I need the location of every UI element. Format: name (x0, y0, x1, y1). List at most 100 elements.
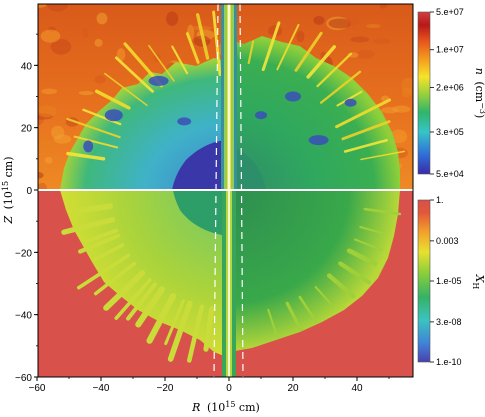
lower-finger (354, 238, 384, 252)
lower-finger (77, 253, 131, 290)
lower-finger (203, 306, 215, 352)
colorbar-tick-label: 1.e-05 (436, 276, 462, 286)
rt-finger (171, 45, 189, 75)
lower-fingers (61, 203, 402, 363)
envelope-clump (38, 171, 44, 179)
envelope-clump (47, 4, 69, 12)
colorbar-tick-label: 5.e+07 (436, 7, 464, 17)
envelope-clump (41, 88, 58, 95)
x-tick-label: −20 (157, 383, 174, 394)
rt-finger (185, 32, 200, 64)
envelope-clump (365, 23, 381, 29)
envelope-clump (44, 156, 53, 164)
envelope-clump (81, 27, 89, 38)
y-tick-label: 20 (21, 124, 33, 135)
colorbar-tick-label: 2.e+06 (436, 82, 464, 92)
lower-finger (326, 273, 356, 299)
lower-finger (135, 286, 165, 328)
rayleigh-taylor-fingers (66, 10, 406, 161)
rt-finger (73, 135, 119, 149)
lower-finger (314, 285, 332, 305)
cavity (177, 117, 192, 126)
cavity (148, 75, 169, 86)
rt-finger (341, 120, 391, 141)
envelope-clump (96, 12, 108, 25)
colorbar-density: 5.e+07 1.e+07 2.e+06 3.e+05 5.e+04 n (cm−3) (417, 7, 485, 179)
rt-finger (247, 40, 255, 65)
envelope-clump (38, 105, 58, 118)
rt-finger (261, 21, 281, 72)
lower-finger (164, 299, 185, 346)
y-tick-label: −20 (15, 248, 32, 259)
envelope-clump (78, 90, 94, 96)
rt-finger (104, 72, 148, 107)
envelope-clump (328, 18, 352, 29)
envelope-clump (379, 4, 388, 9)
envelope-clump (94, 38, 103, 47)
envelope-clump (50, 38, 72, 55)
lower-finger (267, 308, 279, 340)
colorbar-density-bar (417, 11, 431, 175)
lower-finger (346, 248, 378, 267)
rt-finger (276, 23, 300, 71)
y-tick-label: −40 (15, 311, 32, 322)
envelope-clump (401, 87, 413, 98)
rt-finger (196, 13, 210, 60)
colorbar-tick-label: 1.e+07 (436, 45, 464, 55)
envelope-clump (347, 14, 359, 26)
rt-finger (114, 56, 154, 93)
lower-finger (74, 203, 114, 214)
rt-finger (82, 108, 122, 126)
rt-finger (212, 10, 222, 77)
lower-finger (146, 293, 177, 344)
rt-finger (335, 98, 392, 129)
lower-finger (167, 300, 193, 362)
lower-finger (186, 304, 205, 363)
cavity (285, 91, 301, 102)
lower-finger (359, 225, 385, 235)
envelope-clump (38, 4, 47, 8)
low-density-cavities (83, 75, 357, 153)
cavity (255, 111, 267, 120)
envelope-clump (373, 38, 392, 44)
rt-finger (306, 45, 336, 79)
lower-finger (93, 261, 136, 296)
x-tick-label: −60 (29, 383, 46, 394)
envelope-clump (53, 134, 72, 144)
colorbar-density-ticks: 5.e+07 1.e+07 2.e+06 3.e+05 5.e+04 (430, 7, 464, 179)
y-axis-title: Z (1015 cm) (1, 156, 15, 224)
colorbar-tick-label: 3.e-08 (436, 317, 462, 327)
rt-finger (94, 89, 131, 110)
colorbar-hydrogen-label: XH (471, 274, 485, 290)
cavity (83, 140, 94, 153)
central-shell (229, 146, 266, 190)
rt-finger (343, 138, 388, 153)
colorbar-hydrogen: 1. 0.003 1.e-05 3.e-08 1.e-10 XH (417, 195, 485, 367)
x-tick-label: 0 (226, 383, 232, 394)
lower-finger (61, 217, 116, 235)
envelope-clump (94, 75, 106, 84)
colorbar-tick-label: 1.e-10 (436, 357, 462, 367)
colorbar-hydrogen-ticks: 1. 0.003 1.e-05 3.e-08 1.e-10 (430, 195, 462, 367)
x-axis-ticks: −60 −40 −20 0 20 40 (29, 377, 390, 394)
colorbar-tick-label: 5.e+04 (436, 169, 464, 179)
cavity (344, 98, 357, 107)
y-axis-ticks: −60 −40 −20 0 20 40 (15, 33, 38, 384)
rt-finger (148, 44, 175, 82)
envelope-clump (166, 11, 179, 27)
envelope-clump (350, 36, 370, 43)
cavity (104, 109, 123, 122)
lower-hydrogen-panel (38, 190, 413, 377)
x-tick-label: 20 (287, 383, 299, 394)
bubble-right (229, 36, 400, 190)
lower-finger (285, 301, 303, 331)
central-cavity (172, 140, 229, 190)
envelope-clump (116, 48, 126, 62)
rt-finger (66, 117, 121, 139)
rt-finger (316, 52, 353, 88)
x-tick-label: 40 (351, 383, 363, 394)
envelope-clump (356, 49, 375, 59)
envelope-clump (40, 29, 61, 43)
envelope-clump (38, 182, 48, 190)
